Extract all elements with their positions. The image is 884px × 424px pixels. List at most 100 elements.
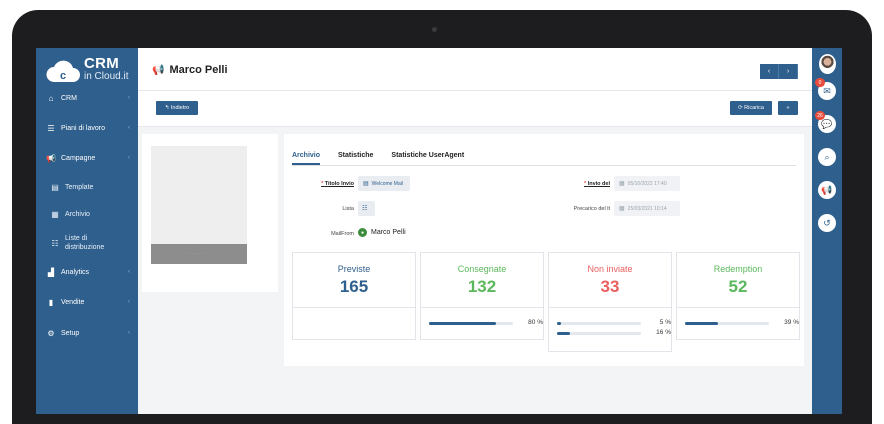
sidebar: c CRM in Cloud.it ⌂ CRM ‹ ☰ Piani di lav… xyxy=(36,48,138,414)
stat-label: Previste xyxy=(337,264,371,274)
stat-label: Non inviate xyxy=(587,264,633,274)
precarico-field[interactable]: ▦ 25/03/2021 10:14 xyxy=(614,201,680,216)
progress-row: 16 % xyxy=(557,329,671,337)
gear-icon: ⚙ xyxy=(47,328,55,338)
stat-value: 132 xyxy=(467,277,497,296)
tab-bar: Archivio Statistiche Statistiche UserAge… xyxy=(292,148,796,166)
sidebar-item-label: Liste di distribuzione xyxy=(65,235,105,251)
chevron-icon: ‹ xyxy=(128,269,130,275)
progress-track xyxy=(557,332,641,335)
mail-button[interactable]: ✉ 0 xyxy=(815,78,836,100)
record-navigation: ‹ › xyxy=(760,64,798,79)
sidebar-item-liste-di-distribuzione[interactable]: ☷ Liste di distribuzione xyxy=(36,231,138,255)
logo-subtitle: in Cloud.it xyxy=(84,71,129,82)
email-preview-card: · · · · · · · · · · · · · · · · · · · · xyxy=(142,134,278,292)
progress-percent: 39 % xyxy=(784,319,799,326)
chevron-icon: ‹ xyxy=(128,95,130,101)
sidebar-item-label: Template xyxy=(65,183,94,191)
chevron-icon: ‹ xyxy=(128,155,130,161)
search-button[interactable]: ⌕ xyxy=(818,148,836,166)
sidebar-item-label: CRM xyxy=(61,94,77,102)
invio-del-value: 05/10/2022 17:40 xyxy=(627,180,667,187)
mailfrom-name: Marco Pelli xyxy=(371,229,406,236)
home-icon: ⌂ xyxy=(48,93,54,103)
calendar-icon: ▦ xyxy=(619,181,625,187)
sidebar-item-label: Campagne xyxy=(61,154,96,162)
campaign-button[interactable]: 📢 xyxy=(818,181,836,199)
stat-card-non-inviate: Non inviate 33 5 % 16 % xyxy=(548,252,672,352)
tab-archivio[interactable]: Archivio xyxy=(292,148,321,165)
titolo-invio-field[interactable]: ▤ Welcome Mail xyxy=(358,176,410,191)
sidebar-item-label: Analytics xyxy=(61,268,90,276)
chat-button[interactable]: 💬 26 xyxy=(815,111,836,133)
page-title-text: Marco Pelli xyxy=(169,64,228,76)
titolo-invio-label: Titolo Invio xyxy=(318,181,354,187)
stat-card-previste: Previste 165 xyxy=(292,252,416,340)
sidebar-item-crm[interactable]: ⌂ CRM ‹ xyxy=(36,88,138,108)
sidebar-item-archivio[interactable]: ▦ Archivio xyxy=(36,204,138,224)
mailfrom-label: MailFrom xyxy=(331,231,354,237)
progress-track xyxy=(429,322,513,325)
sidebar-item-label: Vendite xyxy=(61,298,85,306)
precarico-label: Precarico del lt xyxy=(573,206,610,212)
sidebar-item-label: Archivio xyxy=(65,210,90,218)
stat-value: 33 xyxy=(600,277,620,296)
stat-divider xyxy=(677,307,799,308)
progress-fill xyxy=(557,332,571,335)
sidebar-item-label: Piani di lavoro xyxy=(61,124,105,132)
sidebar-item-piani-di-lavoro[interactable]: ☰ Piani di lavoro ‹ xyxy=(36,118,138,138)
next-record-button[interactable]: › xyxy=(779,64,798,79)
template-icon: ▤ xyxy=(363,181,369,187)
sidebar-item-template[interactable]: ▤ Template xyxy=(36,177,138,197)
sidebar-item-label: Setup xyxy=(61,329,80,337)
lista-field[interactable]: ☷ xyxy=(358,201,375,216)
logo-title: CRM xyxy=(84,55,120,72)
mail-badge: 0 xyxy=(815,78,825,87)
calendar-icon: ▦ xyxy=(619,206,625,212)
invio-del-field[interactable]: ▦ 05/10/2022 17:40 xyxy=(614,176,680,191)
user-avatar-icon: ● xyxy=(358,228,367,237)
sidebar-item-vendite[interactable]: ▮ Vendite ‹ xyxy=(36,292,138,312)
sidebar-item-campagne[interactable]: 📢 Campagne ‹ xyxy=(36,148,138,168)
stat-divider xyxy=(421,307,543,308)
user-avatar[interactable] xyxy=(819,54,836,74)
more-actions-button[interactable]: » xyxy=(778,101,798,115)
megaphone-icon: 📢 xyxy=(821,184,833,195)
reload-button[interactable]: ⟳ Ricarica xyxy=(730,101,772,115)
progress-fill xyxy=(429,322,497,325)
cloud-logo-icon: c xyxy=(46,60,80,82)
chevron-icon: ‹ xyxy=(128,330,130,336)
precarico-value: 25/03/2021 10:14 xyxy=(627,205,667,212)
page-header: 📢 Marco Pelli ‹ › xyxy=(138,48,812,91)
back-button[interactable]: ↰ Indietro xyxy=(156,101,198,115)
progress-row: 5 % xyxy=(557,319,671,327)
stat-value: 165 xyxy=(339,277,369,296)
search-icon: ⌕ xyxy=(824,151,830,162)
stat-divider xyxy=(293,307,415,308)
tab-statistiche[interactable]: Statistiche xyxy=(338,152,374,159)
chevron-icon: ‹ xyxy=(128,125,130,131)
archive-icon: ▦ xyxy=(51,209,59,219)
progress-percent: 5 % xyxy=(659,319,671,326)
stat-card-redemption: Redemption 52 39 % xyxy=(676,252,800,340)
mail-icon: ✉ xyxy=(823,85,831,96)
logo[interactable]: c CRM in Cloud.it xyxy=(44,54,134,88)
tab-statistiche-useragent[interactable]: Statistiche UserAgent xyxy=(391,152,465,159)
mailfrom-value: ● Marco Pelli xyxy=(358,228,406,237)
svg-text:c: c xyxy=(60,70,66,82)
page-title: 📢 Marco Pelli xyxy=(152,64,228,76)
document-icon: ▮ xyxy=(48,297,54,307)
app-screen: c CRM in Cloud.it ⌂ CRM ‹ ☰ Piani di lav… xyxy=(36,48,842,414)
titolo-invio-value: Welcome Mail xyxy=(371,180,403,187)
chat-badge: 26 xyxy=(815,111,825,120)
history-button[interactable]: ↺ xyxy=(818,214,836,232)
sidebar-item-setup[interactable]: ⚙ Setup ‹ xyxy=(36,323,138,343)
email-preview-thumbnail[interactable]: · · · · · · · · · · · · · · · · · · · · xyxy=(151,146,247,264)
list-bullets-icon: ☷ xyxy=(51,238,59,248)
sidebar-item-analytics[interactable]: ▟ Analytics ‹ xyxy=(36,262,138,282)
stat-label: Redemption xyxy=(713,264,763,274)
progress-fill xyxy=(685,322,718,325)
previous-record-button[interactable]: ‹ xyxy=(760,64,779,79)
progress-row: 39 % xyxy=(685,319,799,327)
main-panel: Archivio Statistiche Statistiche UserAge… xyxy=(284,134,804,366)
